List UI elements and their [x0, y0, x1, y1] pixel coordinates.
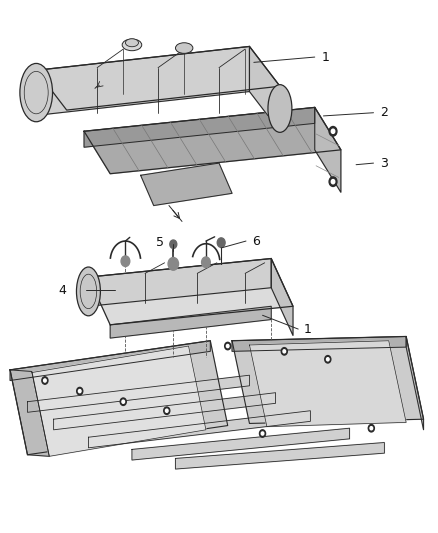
Circle shape	[325, 356, 331, 363]
Circle shape	[368, 424, 374, 432]
Polygon shape	[315, 108, 341, 192]
Polygon shape	[406, 336, 424, 430]
Circle shape	[77, 387, 83, 395]
Circle shape	[120, 398, 126, 406]
Polygon shape	[88, 259, 271, 306]
Polygon shape	[132, 428, 350, 460]
Circle shape	[42, 377, 48, 384]
Circle shape	[225, 342, 231, 350]
Circle shape	[168, 257, 179, 270]
Polygon shape	[10, 341, 228, 455]
Text: 2: 2	[380, 106, 388, 119]
Polygon shape	[232, 336, 424, 423]
Polygon shape	[250, 46, 280, 131]
Circle shape	[170, 240, 177, 248]
Polygon shape	[36, 46, 280, 110]
Polygon shape	[250, 341, 406, 426]
Polygon shape	[10, 341, 210, 381]
Circle shape	[261, 432, 264, 435]
Circle shape	[326, 358, 329, 361]
Polygon shape	[32, 346, 206, 456]
Circle shape	[259, 430, 265, 437]
Circle shape	[121, 256, 130, 266]
Ellipse shape	[268, 85, 292, 132]
Circle shape	[329, 177, 337, 187]
Text: 4: 4	[58, 284, 66, 297]
Ellipse shape	[122, 39, 142, 51]
Polygon shape	[88, 411, 311, 448]
Polygon shape	[110, 306, 271, 338]
Text: 3: 3	[380, 157, 388, 169]
Text: 1: 1	[304, 322, 312, 336]
Circle shape	[166, 409, 168, 413]
Circle shape	[201, 257, 210, 268]
Polygon shape	[232, 336, 406, 351]
Circle shape	[226, 344, 229, 348]
Circle shape	[78, 390, 81, 393]
Polygon shape	[28, 375, 250, 413]
Circle shape	[164, 407, 170, 415]
Ellipse shape	[125, 39, 138, 47]
Ellipse shape	[176, 43, 193, 53]
Circle shape	[281, 348, 287, 355]
Polygon shape	[141, 163, 232, 206]
Polygon shape	[53, 393, 276, 430]
Circle shape	[370, 426, 373, 430]
Polygon shape	[84, 108, 315, 147]
Circle shape	[217, 238, 225, 247]
Polygon shape	[88, 259, 293, 325]
Circle shape	[283, 350, 286, 353]
Circle shape	[329, 126, 337, 136]
Ellipse shape	[77, 267, 100, 316]
Circle shape	[122, 400, 124, 403]
Text: 5: 5	[156, 236, 164, 249]
Polygon shape	[10, 370, 49, 456]
Polygon shape	[176, 442, 385, 469]
Circle shape	[331, 180, 335, 184]
Text: 1: 1	[321, 51, 329, 63]
Text: 6: 6	[252, 235, 260, 247]
Circle shape	[44, 379, 46, 382]
Ellipse shape	[20, 63, 53, 122]
Polygon shape	[36, 46, 250, 115]
Polygon shape	[271, 259, 293, 335]
Circle shape	[331, 129, 335, 133]
Polygon shape	[84, 108, 341, 174]
